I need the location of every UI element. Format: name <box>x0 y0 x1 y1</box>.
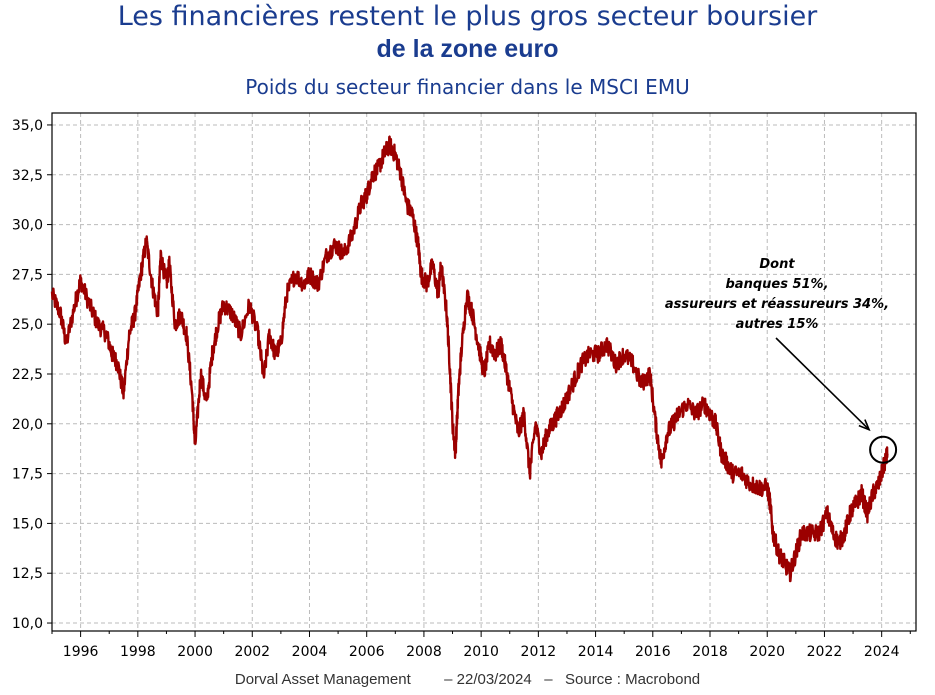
x-tick-label: 2012 <box>521 644 557 660</box>
x-tick-label: 2008 <box>406 644 442 660</box>
x-tick-label: 2004 <box>292 644 328 660</box>
x-tick-label: 2022 <box>807 644 843 660</box>
arrow-head <box>858 419 871 432</box>
x-tick-label: 2018 <box>692 644 728 660</box>
footer-source: Dorval Asset Management – 22/03/2024 – S… <box>234 671 701 688</box>
annotation: Dont banques 51%, assureurs et réassureurs… <box>665 257 898 464</box>
x-tick-label: 2010 <box>463 644 499 660</box>
y-tick-label: 27,5 <box>12 267 43 283</box>
chart-title: Les financières restent le plus gros sec… <box>117 1 818 32</box>
chart-title-line2: de la zone euro <box>376 35 559 63</box>
x-tick-label: 2006 <box>349 644 385 660</box>
x-tick-label: 2014 <box>578 644 614 660</box>
x-axis: 1996 1998 2000 2002 2004 2006 2008 2010 2012 2014… <box>51 631 911 660</box>
annotation-arrow <box>775 337 870 431</box>
x-tick-label: 1996 <box>63 644 99 660</box>
y-tick-label: 25,0 <box>12 317 43 333</box>
x-tick-label: 2020 <box>749 644 785 660</box>
y-tick-label: 20,0 <box>12 417 43 433</box>
x-tick-label: 1998 <box>120 644 156 660</box>
x-tick-label: 2002 <box>234 644 270 660</box>
y-tick-label: 30,0 <box>12 218 43 234</box>
annotation-line: assureurs et réassureurs 34%, <box>665 297 889 312</box>
y-tick-label: 35,0 <box>12 118 43 134</box>
y-tick-label: 32,5 <box>12 168 43 184</box>
x-tick-label: 2000 <box>177 644 213 660</box>
highlight-circle <box>869 435 898 464</box>
series-line-financials <box>50 135 889 583</box>
y-tick-label: 10,0 <box>12 616 43 632</box>
chart-subtitle: Poids du secteur financier dans le MSCI … <box>245 75 690 99</box>
x-tick-label: 2016 <box>635 644 671 660</box>
y-tick-label: 12,5 <box>12 566 43 582</box>
grid-lines <box>52 113 916 631</box>
annotation-line: autres 15% <box>736 317 819 332</box>
x-tick-label: 2024 <box>864 644 900 660</box>
y-axis: 10,0 12,5 15,0 17,5 20,0 22,5 25,0 27,5 30,0 32,5… <box>12 118 52 632</box>
annotation-line: banques 51%, <box>725 277 828 292</box>
y-tick-label: 15,0 <box>12 516 43 532</box>
y-tick-label: 17,5 <box>12 467 43 483</box>
annotation-line: Dont <box>759 257 795 272</box>
plot-frame <box>51 112 917 632</box>
y-tick-label: 22,5 <box>12 367 43 383</box>
